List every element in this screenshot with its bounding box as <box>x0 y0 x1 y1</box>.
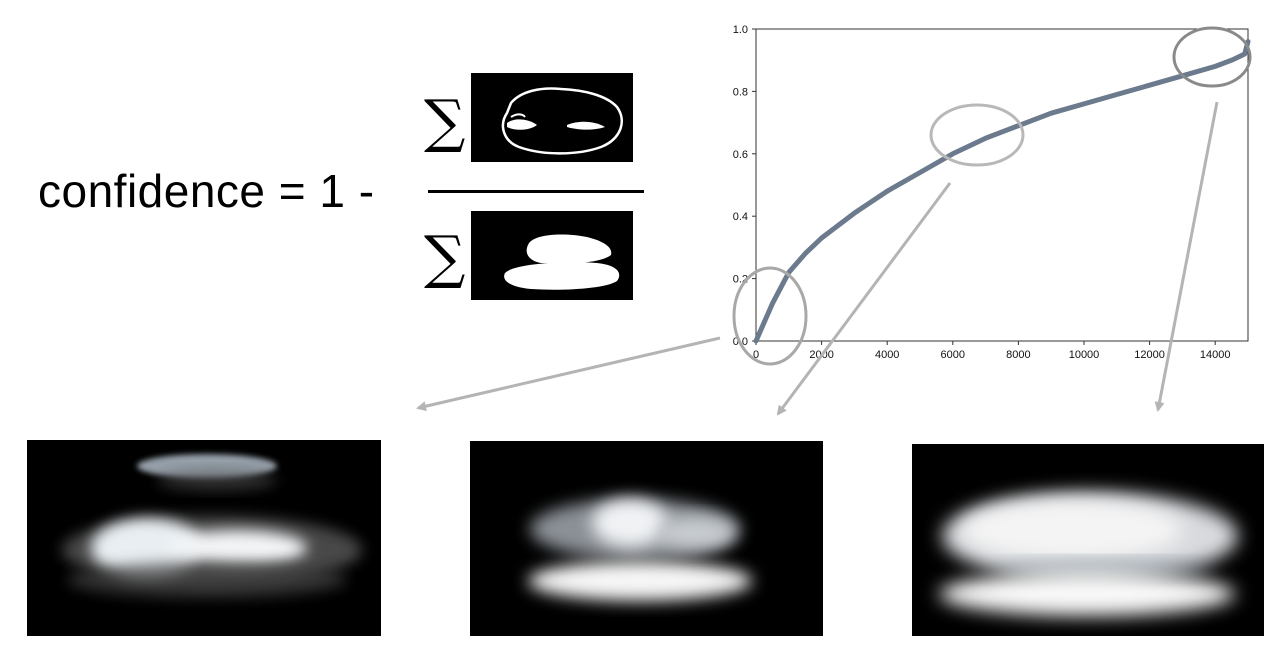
numerator-mask-image <box>471 73 633 162</box>
arrow-to-mid-image <box>776 182 952 416</box>
highlight-mid-region <box>929 103 1025 167</box>
x-tick-label: 12000 <box>1134 349 1165 361</box>
x-tick-label: 10000 <box>1069 349 1100 361</box>
fraction-bar <box>428 190 644 193</box>
arrow-to-low-image <box>416 336 721 412</box>
mid-confidence-heatmap <box>470 441 823 636</box>
denominator-mask-image <box>471 211 633 300</box>
arrow-to-high-image <box>1154 101 1219 412</box>
confidence-formula-text: confidence = 1 - <box>38 165 375 217</box>
numerator-sum-symbol: ∑ <box>424 87 466 155</box>
x-tick-label: 0 <box>753 349 759 361</box>
highlight-high-region <box>1172 26 1252 88</box>
x-tick-label: 4000 <box>875 349 899 361</box>
y-tick-label: 1.0 <box>733 24 748 36</box>
highlight-low-region <box>732 266 808 366</box>
x-tick-label: 6000 <box>941 349 965 361</box>
low-confidence-heatmap <box>27 440 381 636</box>
y-tick-label: 0.4 <box>733 211 748 223</box>
high-confidence-heatmap <box>912 444 1264 636</box>
x-axis: 02000400060008000100001200014000 <box>753 341 1231 361</box>
y-tick-label: 0.8 <box>733 86 748 98</box>
x-tick-label: 8000 <box>1006 349 1030 361</box>
confidence-chart: 02000400060008000100001200014000 0.00.20… <box>733 24 1251 361</box>
y-tick-label: 0.6 <box>733 149 748 161</box>
denominator-sum-symbol: ∑ <box>424 223 466 291</box>
x-tick-label: 14000 <box>1200 349 1231 361</box>
confidence-curve <box>753 39 1251 344</box>
